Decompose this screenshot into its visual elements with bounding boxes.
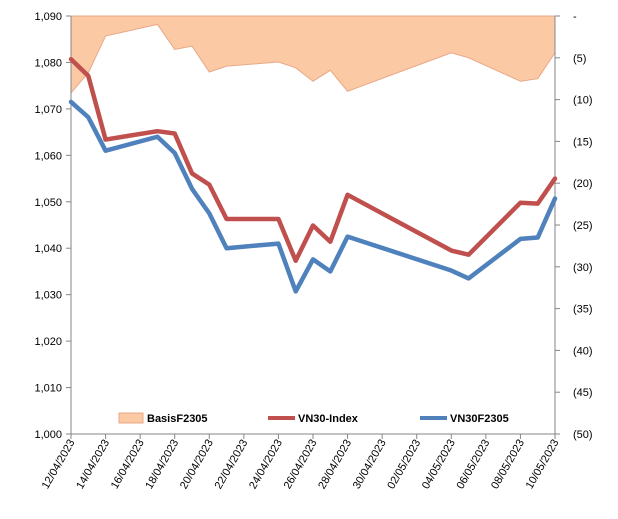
y-left-tick-label: 1,030 (34, 290, 62, 302)
y-left-tick-label: 1,040 (34, 243, 62, 255)
y-right-tick-label: (35) (573, 304, 593, 316)
vn30f2305-line (68, 99, 558, 294)
y-left-tick-label: 1,010 (34, 383, 62, 395)
legend-swatch-basis (118, 412, 144, 424)
y-right-tick-label: (20) (573, 178, 593, 190)
y-left-tick-label: 1,000 (34, 429, 62, 441)
basis-area (70, 15, 556, 95)
y-right-tick-label: (5) (573, 53, 586, 65)
y-right-tick-label: (45) (573, 387, 593, 399)
y-left-tick-label: 1,050 (34, 197, 62, 209)
y-left-tick-label: 1,070 (34, 104, 62, 116)
y-right-tick-label: (30) (573, 262, 593, 274)
legend-label-basis: BasisF2305 (147, 413, 208, 425)
y-right-tick-label: (50) (573, 429, 593, 441)
y-right-tick-label: (40) (573, 345, 593, 357)
y-left-tick-label: 1,060 (34, 150, 62, 162)
y-right-tick-label: - (573, 11, 577, 23)
y-right-tick-label: (25) (573, 220, 593, 232)
y-left-tick-label: 1,090 (34, 11, 62, 23)
vn30-index-line (68, 56, 558, 264)
y-left-tick-label: 1,080 (34, 57, 62, 69)
y-right-tick-label: (15) (573, 136, 593, 148)
y-left-tick-label: 1,020 (34, 336, 62, 348)
legend-label-vn30-index: VN30-Index (298, 413, 359, 425)
legend-label-vn30f2305: VN30F2305 (450, 413, 509, 425)
y-right-tick-label: (10) (573, 95, 593, 107)
